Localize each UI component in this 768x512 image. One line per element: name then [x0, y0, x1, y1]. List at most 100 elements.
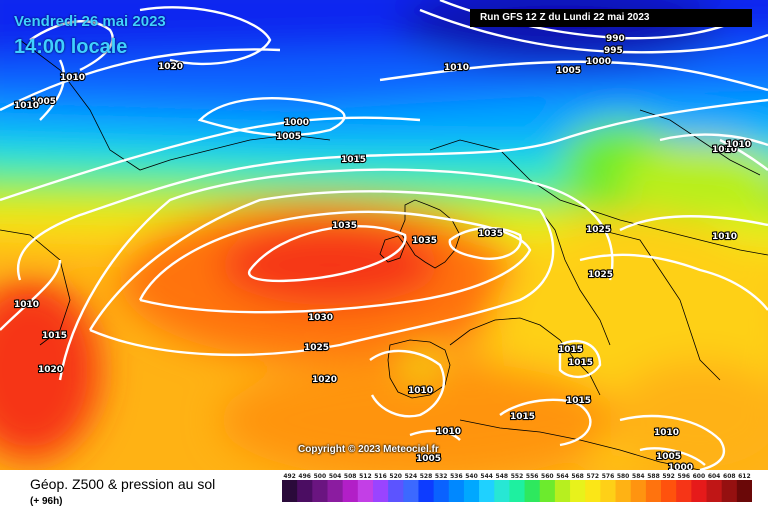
isobar-label: 1010: [408, 386, 433, 396]
legend-value: 512: [359, 473, 372, 480]
isobar-label: 1035: [412, 236, 437, 246]
legend-value: 584: [632, 473, 645, 480]
isobars: [0, 0, 768, 470]
legend-swatch: [282, 480, 298, 502]
isobar-label: 1005: [416, 454, 441, 464]
forecast-date-label: Vendredi 26 mai 2023: [14, 13, 166, 30]
isobar-label: 995: [604, 46, 623, 56]
legend-swatch: [388, 480, 404, 502]
isobar-label: 1000: [586, 57, 611, 67]
legend-swatch: [297, 480, 313, 502]
legend-value: 492: [283, 473, 296, 480]
legend-swatch: [357, 480, 374, 502]
legend-swatch: [600, 480, 617, 502]
legend-value: 568: [571, 473, 584, 480]
legend-value: 544: [480, 473, 493, 480]
isobar-label: 1025: [586, 225, 611, 235]
legend-value: 532: [434, 473, 448, 480]
legend-swatch: [539, 480, 556, 502]
legend-swatch: [645, 480, 662, 502]
legend-value: 604: [707, 473, 721, 480]
isobar-label: 1020: [312, 375, 337, 385]
legend-value: 504: [328, 473, 342, 480]
map-footer: Géop. Z500 & pression au sol (+ 96h) 492…: [0, 470, 768, 512]
isobar-label: 1010: [444, 63, 469, 73]
legend-value: 576: [601, 473, 615, 480]
legend-swatch: [509, 480, 526, 502]
legend-swatch: [706, 480, 723, 502]
legend-value: 528: [419, 473, 433, 480]
isobar-label: 1010: [712, 232, 737, 242]
isobar-label: 1015: [568, 358, 593, 368]
legend-value: 564: [556, 473, 569, 480]
legend-value: 556: [525, 473, 539, 480]
legend-value: 548: [495, 473, 509, 480]
legend-swatch: [585, 480, 601, 502]
isobar-label: 1025: [588, 270, 613, 280]
z500-color-field: [0, 0, 768, 470]
legend-value: 500: [313, 473, 327, 480]
isobar-label: 1015: [510, 412, 535, 422]
legend-swatch: [494, 480, 510, 502]
isobar-label: 990: [606, 34, 625, 44]
isobar-label: 1010: [14, 101, 39, 111]
isobar-label: 1015: [341, 155, 366, 165]
legend-swatch: [570, 480, 586, 502]
legend-swatch: [676, 480, 692, 502]
legend-value: 592: [662, 473, 675, 480]
isobar-label: 1015: [558, 345, 583, 355]
legend-value: 536: [450, 473, 463, 480]
legend-swatch: [342, 480, 359, 502]
isobar-label: 1010: [436, 427, 461, 437]
isobar-label: 1020: [158, 62, 183, 72]
legend-value: 540: [465, 473, 478, 480]
isobar-label: 1005: [31, 97, 56, 107]
forecast-lead-time: (+ 96h): [30, 496, 63, 507]
isobar-label: 1000: [668, 463, 693, 470]
legend-value: 612: [738, 473, 751, 480]
map-title: Géop. Z500 & pression au sol: [30, 476, 216, 492]
legend-value: 608: [723, 473, 736, 480]
legend-swatch: [433, 480, 450, 502]
isobar-label: 1010: [712, 145, 737, 155]
legend-swatch: [372, 480, 389, 502]
legend-value: 572: [586, 473, 600, 480]
legend-swatch: [554, 480, 571, 502]
forecast-time-label: 14:00 locale: [14, 36, 128, 58]
geopotential-map: 1020 1010 1005 1010 1010 1005 990 995 10…: [0, 0, 768, 470]
legend-swatch: [403, 480, 419, 502]
legend-value: 524: [404, 473, 418, 480]
isobar-label: 1035: [332, 221, 357, 231]
legend-swatch: [479, 480, 495, 502]
isobar-label: 1015: [42, 331, 67, 341]
legend-value: 560: [541, 473, 554, 480]
legend-swatch: [691, 480, 708, 502]
legend-swatch: [463, 480, 480, 502]
legend-swatch: [327, 480, 344, 502]
isobar-label: 1005: [656, 452, 681, 462]
isobar-label: 1010: [654, 428, 679, 438]
legend-swatch: [736, 480, 752, 502]
isobar-label: 1015: [566, 396, 591, 406]
legend-swatch: [448, 480, 465, 502]
legend-value: 552: [510, 473, 524, 480]
isobar-label: 1010: [60, 73, 85, 83]
coastlines: [0, 39, 768, 470]
legend-swatch: [630, 480, 647, 502]
legend-swatch: [312, 480, 328, 502]
isobar-label: 1030: [308, 313, 333, 323]
legend-value: 588: [647, 473, 660, 480]
color-scale-legend: [282, 480, 752, 502]
legend-value: 600: [692, 473, 706, 480]
isobar-label: 1005: [276, 132, 301, 142]
isobar-label: 1005: [556, 66, 581, 76]
copyright-notice: Copyright © 2023 Meteociel.fr: [298, 444, 439, 455]
legend-value-labels: 492 496 500 504 508 512 516 520 524 528 532 536 540 5…: [282, 473, 752, 481]
legend-value: 596: [677, 473, 691, 480]
legend-swatch: [615, 480, 632, 502]
isobar-label: 1020: [38, 365, 63, 375]
legend-value: 508: [343, 473, 357, 480]
legend-swatch: [661, 480, 677, 502]
legend-value: 496: [298, 473, 311, 480]
